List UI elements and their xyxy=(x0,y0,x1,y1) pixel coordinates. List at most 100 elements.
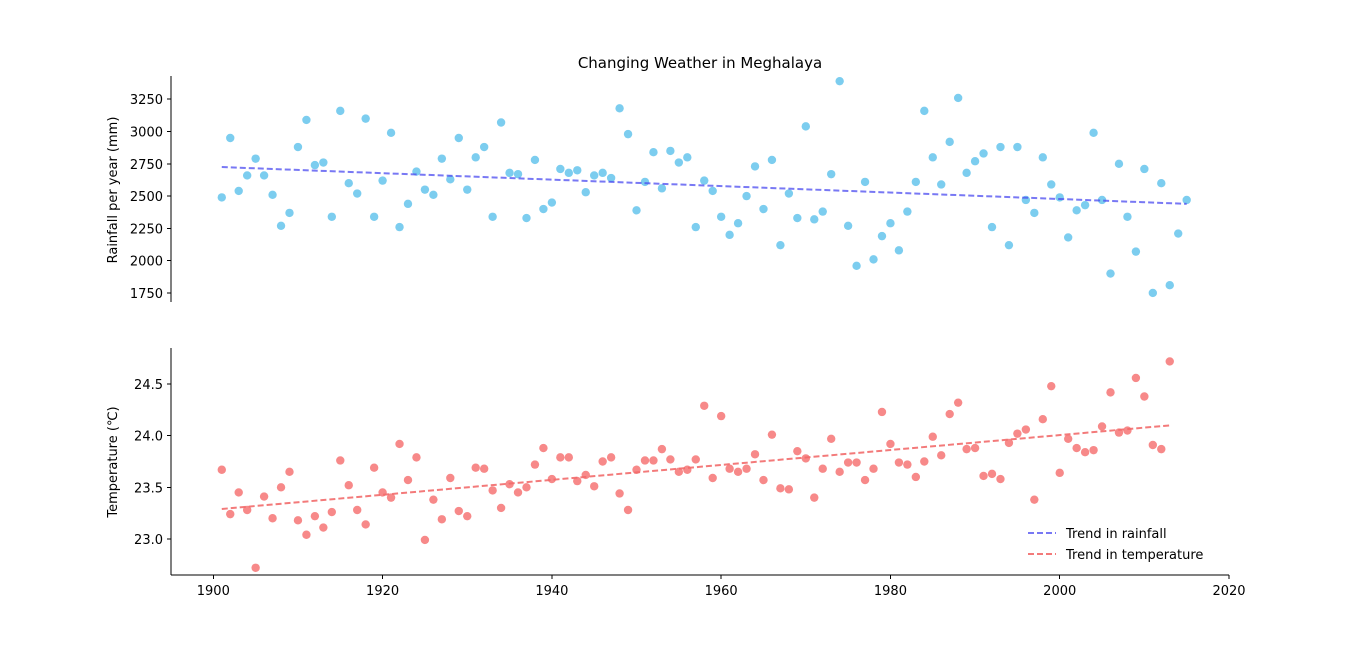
temperature-data-point xyxy=(750,450,760,459)
rainfall-data-point xyxy=(725,230,734,240)
temperature-data-point xyxy=(920,457,929,466)
rainfall-data-point xyxy=(310,160,320,170)
rainfall-data-point xyxy=(1030,208,1039,218)
temperature-data-point xyxy=(361,520,370,529)
rainfall-data-point xyxy=(953,93,963,103)
rainfall-data-point xyxy=(327,212,337,221)
temperature-data-point xyxy=(386,493,396,502)
temperature-data-point xyxy=(327,507,337,517)
rainfall-data-point xyxy=(793,213,802,223)
temperature-subplot: 23.0 23.5 24.0 24.5 1900 1920 1940 1960 1980 2000… xyxy=(106,348,1246,599)
legend-rainfall-label: Trend in rainfall xyxy=(1065,527,1167,542)
temperature-data-point xyxy=(217,465,226,474)
temperature-data-point xyxy=(293,516,303,525)
rainfall-data-point xyxy=(886,219,895,228)
x-tick-label: 1960 xyxy=(705,584,738,599)
rainfall-data-point xyxy=(378,176,387,185)
temperature-data-point xyxy=(319,523,328,532)
rainfall-data-point xyxy=(928,153,937,162)
rainfall-data-point xyxy=(818,207,827,216)
rainfall-data-point xyxy=(700,176,709,185)
temperature-data-point xyxy=(395,439,404,449)
temperature-data-point xyxy=(1047,381,1056,391)
temperature-data-point xyxy=(877,407,887,417)
temperature-data-point xyxy=(437,515,447,524)
rainfall-data-point xyxy=(649,147,658,157)
rainfall-data-point xyxy=(361,114,370,123)
rainfall-data-point xyxy=(1080,200,1090,210)
rainfall-data-point xyxy=(463,185,472,194)
temperature-data-point xyxy=(496,503,506,513)
rainfall-data-point xyxy=(1182,195,1191,205)
temperature-data-point xyxy=(962,444,971,454)
temperature-data-point xyxy=(852,458,861,467)
temperature-data-point xyxy=(336,456,345,465)
rainfall-y-tick-label: 1750 xyxy=(130,287,163,302)
temperature-data-point xyxy=(691,455,700,464)
temperature-data-point xyxy=(446,473,455,483)
temperature-data-point xyxy=(759,475,768,485)
rainfall-data-point xyxy=(581,188,590,197)
rainfall-data-point xyxy=(1157,178,1166,188)
rainfall-data-point xyxy=(843,221,853,231)
rainfall-data-point xyxy=(708,186,717,196)
rainfall-data-point xyxy=(217,193,226,202)
temperature-data-point xyxy=(606,453,616,462)
temperature-data-point xyxy=(522,483,531,492)
temperature-data-point xyxy=(344,481,353,490)
rainfall-data-point xyxy=(640,177,650,187)
rainfall-data-point xyxy=(835,76,844,86)
temperature-data-point xyxy=(733,467,743,477)
rainfall-data-point xyxy=(987,222,997,232)
rainfall-y-tick-label: 2000 xyxy=(130,255,163,270)
temperature-data-point xyxy=(1013,429,1022,438)
temperature-data-point xyxy=(1038,414,1047,424)
temperature-data-point xyxy=(251,563,260,572)
temperature-y-axis-label: Temperature (℃) xyxy=(106,406,121,518)
temperature-data-point xyxy=(353,505,362,515)
chart-title: Changing Weather in Meghalaya xyxy=(578,54,822,72)
temperature-data-point xyxy=(911,472,921,482)
rainfall-data-point xyxy=(674,158,684,167)
rainfall-data-point xyxy=(1123,212,1132,221)
temperature-data-point xyxy=(826,434,836,443)
rainfall-data-point xyxy=(353,189,362,198)
temperature-data-point xyxy=(429,495,438,504)
rainfall-data-point xyxy=(251,154,260,163)
x-tick-label: 1940 xyxy=(535,584,568,599)
rainfall-data-point xyxy=(488,212,497,221)
rainfall-data-point xyxy=(302,115,311,125)
temperature-data-point xyxy=(302,530,311,539)
rainfall-data-point xyxy=(776,240,785,250)
rainfall-data-point xyxy=(632,206,641,215)
temperature-data-point xyxy=(793,446,802,456)
rainfall-data-point xyxy=(530,155,540,165)
temperature-data-point xyxy=(1140,392,1149,401)
rainfall-data-point xyxy=(598,168,607,178)
rainfall-y-tick-label: 2500 xyxy=(130,190,163,205)
temperature-trend-line xyxy=(221,424,1170,510)
rainfall-data-point xyxy=(920,106,929,116)
rainfall-data-point xyxy=(1038,153,1047,162)
rainfall-data-point xyxy=(606,173,616,183)
x-tick-label: 1980 xyxy=(874,584,907,599)
temperature-data-point xyxy=(412,453,421,462)
rainfall-data-point xyxy=(1013,142,1022,152)
rainfall-data-point xyxy=(996,142,1005,152)
temperature-data-point xyxy=(623,505,633,515)
temperature-data-point xyxy=(1072,443,1081,453)
rainfall-data-point xyxy=(564,168,574,178)
rainfall-data-point xyxy=(623,129,633,139)
temperature-data-point xyxy=(1148,440,1158,450)
temperature-y-tick-label: 24.0 xyxy=(134,430,163,445)
rainfall-data-point xyxy=(970,157,980,166)
temperature-y-tick-label: 23.0 xyxy=(134,533,163,548)
rainfall-data-point xyxy=(369,212,379,221)
temperature-data-point xyxy=(1097,422,1107,431)
x-tick-label: 1920 xyxy=(366,584,399,599)
rainfall-data-point xyxy=(1148,288,1158,298)
rainfall-data-point xyxy=(386,128,396,138)
rainfall-data-point xyxy=(420,185,430,194)
x-tick-label: 2020 xyxy=(1212,584,1245,599)
rainfall-data-point xyxy=(539,204,548,214)
